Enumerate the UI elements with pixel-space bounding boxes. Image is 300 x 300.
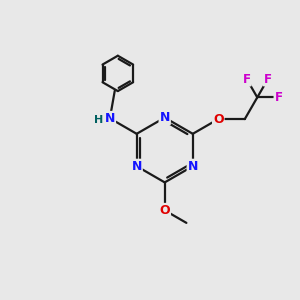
Text: O: O bbox=[159, 204, 170, 217]
Text: N: N bbox=[188, 160, 198, 173]
Text: F: F bbox=[243, 73, 251, 85]
Text: F: F bbox=[264, 73, 272, 85]
Text: H: H bbox=[94, 115, 103, 125]
Text: N: N bbox=[131, 160, 142, 173]
Text: N: N bbox=[160, 111, 170, 124]
Text: O: O bbox=[213, 112, 224, 126]
Text: N: N bbox=[105, 112, 115, 125]
Text: F: F bbox=[274, 91, 283, 104]
